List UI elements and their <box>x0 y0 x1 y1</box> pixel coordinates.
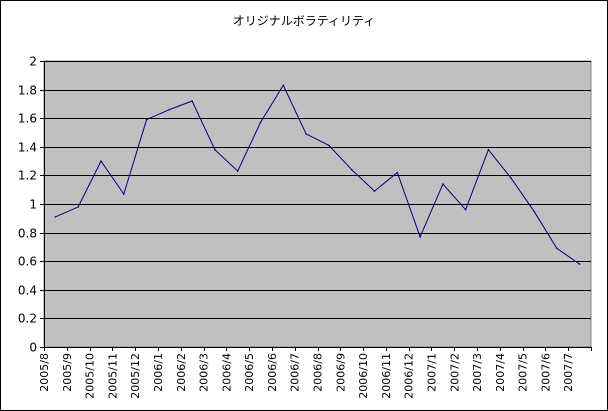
x-tick-label: 2005/8 <box>38 353 51 392</box>
y-tick-label: 2 <box>29 55 37 69</box>
data-point <box>282 84 285 87</box>
x-tick-label: 2007/7 <box>562 353 575 392</box>
x-tick-label: 2006/11 <box>380 353 393 399</box>
x-tick-label: 2006/6 <box>266 353 279 392</box>
data-point <box>510 177 512 180</box>
x-tick-label: 2007/2 <box>448 353 461 392</box>
x-tick-label: 2006/3 <box>198 353 211 392</box>
data-point <box>77 206 79 208</box>
data-point <box>236 170 239 172</box>
chart-title: オリジナルボラティリティ <box>233 14 376 28</box>
x-tick-label: 2006/10 <box>357 353 370 399</box>
data-point <box>396 171 399 174</box>
data-point <box>100 160 102 162</box>
x-tick-label: 2005/10 <box>84 353 97 399</box>
data-point <box>464 208 467 211</box>
y-tick-label: 0.2 <box>18 312 37 326</box>
y-tick-label: 1.6 <box>18 112 37 126</box>
y-tick-label: 1 <box>29 198 37 212</box>
x-tick-label: 2006/5 <box>243 353 256 392</box>
data-point <box>578 263 581 265</box>
data-point <box>533 210 535 212</box>
y-tick-label: 1.8 <box>18 84 37 98</box>
x-tick-label: 2007/6 <box>539 353 552 392</box>
y-tick-label: 0 <box>29 341 37 355</box>
x-tick-label: 2006/1 <box>152 353 165 392</box>
x-tick-label: 2006/12 <box>403 353 416 399</box>
data-point <box>328 144 330 147</box>
plot-area: 0 0.2 0.4 0.6 0.8 1 1.2 1.4 1.6 1.8 2 2005/8 2005/9 2… <box>18 55 592 399</box>
data-point <box>442 183 444 185</box>
data-point <box>419 236 421 238</box>
x-tick-label: 2006/2 <box>175 353 188 392</box>
x-tick-label: 2005/12 <box>129 353 142 399</box>
x-tick-label: 2007/3 <box>471 353 484 392</box>
x-tick-label: 2006/7 <box>289 353 302 392</box>
data-point <box>168 108 171 111</box>
data-point <box>145 118 148 121</box>
data-point <box>373 190 376 192</box>
y-tick-label: 0.4 <box>18 284 37 298</box>
data-point <box>123 193 125 195</box>
x-tick-label: 2005/9 <box>61 353 74 392</box>
data-point <box>487 148 490 151</box>
data-point <box>259 121 262 124</box>
data-point <box>214 148 216 151</box>
y-tick-label: 1.4 <box>18 141 37 155</box>
y-tick-label: 0.6 <box>18 255 37 269</box>
data-point <box>305 133 307 135</box>
data-point <box>556 247 558 250</box>
x-tick-label: 2006/4 <box>220 353 233 392</box>
x-tick-label: 2006/8 <box>312 353 325 392</box>
data-point <box>191 100 193 102</box>
x-tick-label: 2005/11 <box>106 353 119 399</box>
x-tick-label: 2007/5 <box>517 353 530 392</box>
x-tick-label: 2006/9 <box>334 353 347 392</box>
y-tick-label: 1.2 <box>18 169 37 183</box>
series-line <box>55 84 580 265</box>
x-tick-label: 2007/4 <box>494 353 507 392</box>
x-tick-label: 2007/1 <box>425 353 438 392</box>
y-tick-label: 0.8 <box>18 227 37 241</box>
data-point <box>54 216 57 218</box>
data-point <box>350 168 353 171</box>
